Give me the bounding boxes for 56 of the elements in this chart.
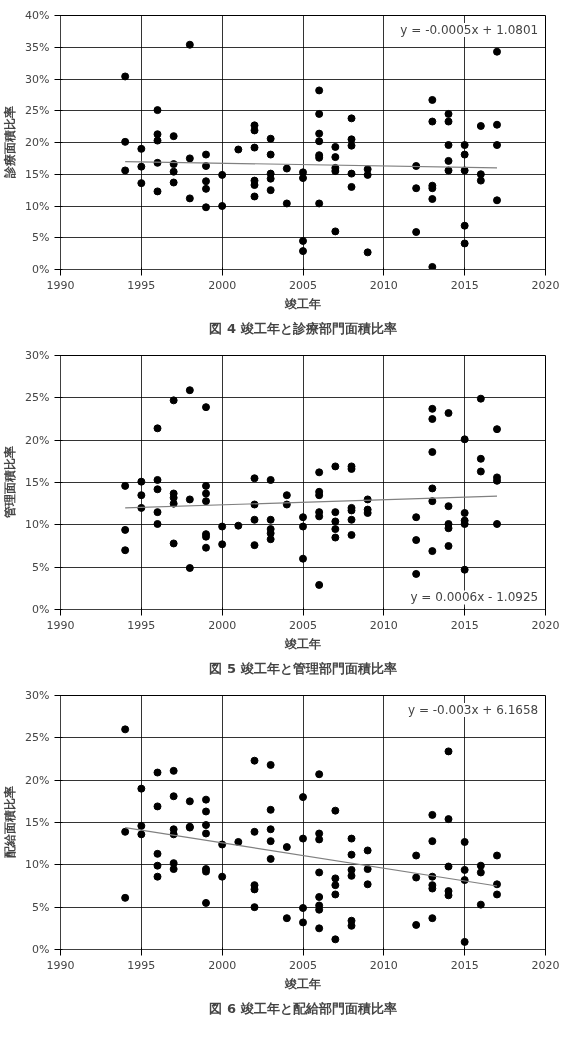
y-tick-label: 20% xyxy=(25,773,50,787)
text: 図 4 竣工年と診療部門面積比率 xyxy=(209,320,397,336)
x-tick-label: 1990 xyxy=(46,958,75,972)
y-tick-label: 10% xyxy=(25,518,50,532)
x-tick-label: 1995 xyxy=(127,958,156,972)
y-tick-label: 25% xyxy=(25,731,50,745)
x-tick-label: 2015 xyxy=(450,958,479,972)
annotation: y = -0.0005x + 1.0801 xyxy=(400,23,539,38)
x-axis-title: 竣工年 xyxy=(284,976,321,991)
x-tick-label: 2015 xyxy=(450,618,479,632)
x-tick-label: 2000 xyxy=(208,618,237,632)
y-tick-label: 15% xyxy=(25,167,50,181)
y-tick-label: 0% xyxy=(32,943,50,956)
x-tick-label: 2000 xyxy=(208,958,237,972)
text: 図 6 竣工年と配給部門面積比率 xyxy=(209,1000,397,1016)
y-tick-label: 10% xyxy=(25,199,50,213)
x-tick-label: 1990 xyxy=(46,618,75,632)
y-tick-label: 0% xyxy=(32,603,50,616)
y-axis-title: 診療面積比率 xyxy=(3,106,18,180)
y-tick-label: 10% xyxy=(25,858,50,872)
y-tick-label: 20% xyxy=(25,136,50,149)
y-tick-label: 30% xyxy=(25,349,50,362)
text: 図 5 竣工年と管理部門面積比率 xyxy=(209,660,397,676)
x-tick-label: 2005 xyxy=(289,618,317,632)
y-tick-label: 30% xyxy=(25,689,50,702)
y-tick-label: 15% xyxy=(25,816,50,829)
x-tick-label: 2010 xyxy=(369,958,398,972)
y-tick-label: 25% xyxy=(25,391,50,405)
annotation: y = -0.003x + 6.1658 xyxy=(407,703,539,718)
x-tick-label: 1995 xyxy=(127,278,156,292)
y-tick-label: 5% xyxy=(32,560,50,574)
y-tick-label: 30% xyxy=(25,72,50,86)
y-tick-label: 5% xyxy=(32,900,50,914)
x-axis-title: 竣工年 xyxy=(284,636,321,651)
y-tick-label: 15% xyxy=(25,476,50,489)
x-tick-label: 2010 xyxy=(369,278,398,292)
y-axis-title: 管理面積比率 xyxy=(3,446,18,520)
y-axis-title: 配給面積比率 xyxy=(3,786,18,859)
x-tick-label: 1990 xyxy=(46,278,75,292)
y-tick-label: 5% xyxy=(32,231,50,245)
annotation: y = 0.0006x - 1.0925 xyxy=(410,590,539,605)
y-tick-label: 40% xyxy=(25,9,50,22)
y-tick-label: 35% xyxy=(25,40,50,54)
x-tick-label: 2005 xyxy=(289,958,317,972)
x-tick-label: 1995 xyxy=(127,618,156,632)
y-tick-label: 25% xyxy=(25,104,50,118)
x-tick-label: 2020 xyxy=(531,278,560,292)
y-tick-label: 20% xyxy=(25,433,50,447)
x-tick-label: 2015 xyxy=(450,278,479,292)
x-tick-label: 2020 xyxy=(531,618,560,632)
x-tick-label: 2000 xyxy=(208,278,237,292)
y-tick-label: 0% xyxy=(32,263,50,276)
x-tick-label: 2010 xyxy=(369,618,398,632)
x-axis-title: 竣工年 xyxy=(284,296,321,311)
x-tick-label: 2020 xyxy=(531,958,560,972)
x-tick-label: 2005 xyxy=(289,278,317,292)
